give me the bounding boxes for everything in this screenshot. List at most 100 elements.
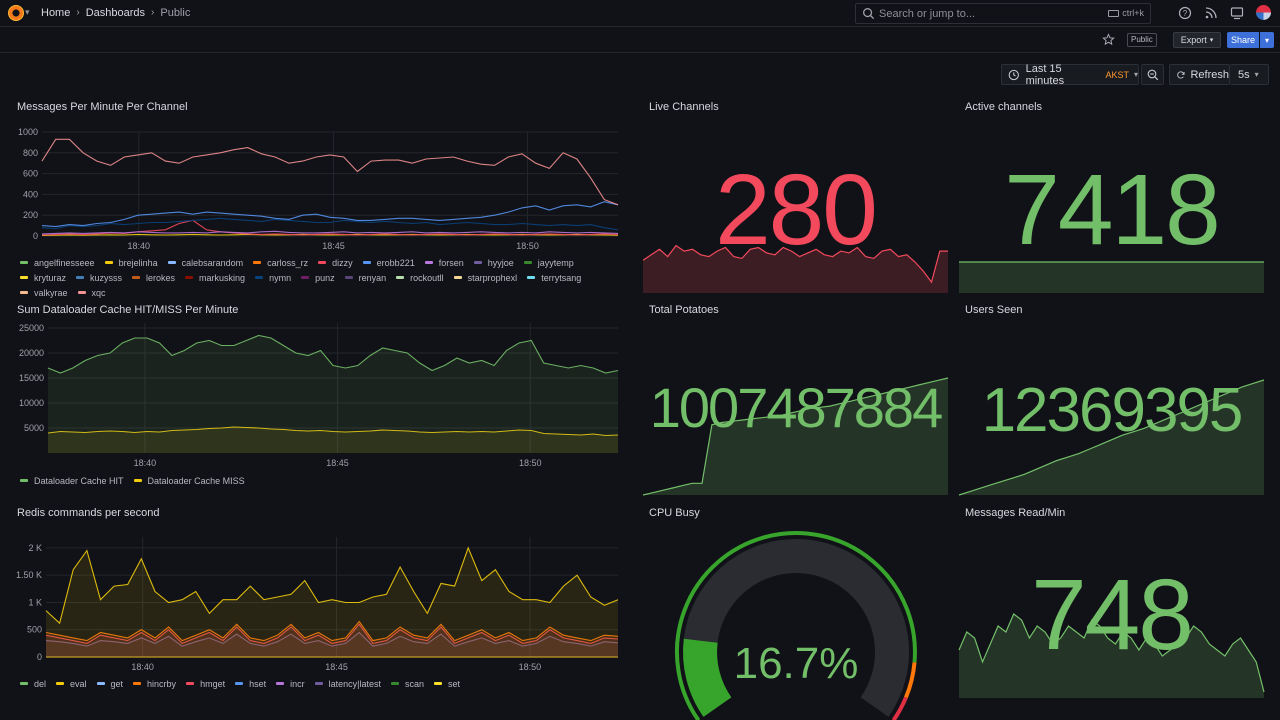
- legend-item[interactable]: dizzy: [318, 255, 353, 270]
- legend-item[interactable]: starprophexl: [453, 270, 517, 285]
- share-dropdown-chevron-icon[interactable]: ▾: [1260, 32, 1274, 48]
- legend-swatch: [255, 276, 264, 279]
- legend-swatch: [56, 682, 65, 685]
- legend-swatch: [390, 682, 399, 685]
- legend-item[interactable]: hset: [235, 676, 266, 691]
- y-tick-label: 1 K: [28, 597, 42, 607]
- legend-item[interactable]: renyan: [344, 270, 386, 285]
- legend-item[interactable]: kuzysss: [76, 270, 122, 285]
- time-range-label: Last 15 minutes: [1025, 62, 1065, 87]
- legend-item[interactable]: forsen: [424, 255, 464, 270]
- stat-value: 1007487884: [649, 376, 943, 439]
- panel-title: Messages Read/Min: [965, 507, 1066, 519]
- user-avatar[interactable]: [1256, 5, 1271, 20]
- legend-swatch: [253, 261, 262, 264]
- legend-item[interactable]: angelfinesseee: [20, 255, 95, 270]
- chart-legend: angelfinesseee brejelinha calebsarandom car…: [20, 255, 620, 300]
- legend-label: erobb221: [376, 257, 415, 268]
- legend-item[interactable]: del: [20, 676, 46, 691]
- panel-title: Total Potatoes: [649, 304, 719, 316]
- legend-item[interactable]: get: [96, 676, 124, 691]
- breadcrumb-separator-icon: ›: [151, 7, 155, 18]
- star-icon[interactable]: [1102, 33, 1115, 46]
- help-icon[interactable]: ?: [1178, 6, 1192, 20]
- x-tick-label: 18:45: [325, 662, 348, 672]
- legend-item[interactable]: valkyrae: [20, 285, 68, 300]
- gauge-track: [683, 538, 909, 717]
- legend-item[interactable]: erobb221: [362, 255, 415, 270]
- legend-item[interactable]: hincrby: [133, 676, 176, 691]
- sparkline-area: [959, 262, 1264, 293]
- legend-swatch: [301, 276, 310, 279]
- search-input[interactable]: Search or jump to... ctrl+k: [855, 3, 1151, 24]
- legend-swatch: [314, 682, 323, 685]
- legend-item[interactable]: hmget: [186, 676, 225, 691]
- legend-item[interactable]: lerokes: [132, 270, 175, 285]
- legend-item[interactable]: latency|latest: [314, 676, 381, 691]
- series-area: [46, 547, 618, 657]
- legend-item[interactable]: nymn: [255, 270, 291, 285]
- legend-swatch: [20, 291, 28, 294]
- legend-item[interactable]: kryturaz: [20, 270, 66, 285]
- chevron-down-icon: ▾: [1133, 70, 1138, 79]
- y-tick-label: 800: [23, 148, 38, 158]
- share-button[interactable]: Share: [1227, 32, 1259, 48]
- gauge-threshold-green: [674, 531, 917, 720]
- zoom-out-button[interactable]: [1141, 64, 1164, 85]
- sparkline-line: [642, 377, 949, 496]
- series-line: [45, 546, 619, 625]
- legend-swatch: [235, 682, 244, 685]
- series-line: [45, 623, 619, 645]
- refresh-interval-select[interactable]: 5s ▾: [1230, 64, 1269, 85]
- legend-label: get: [110, 678, 124, 689]
- panel-title: Active channels: [965, 101, 1043, 113]
- legend-label: nymn: [269, 272, 292, 283]
- legend-item[interactable]: eval: [56, 676, 87, 691]
- shortcut-label: ctrl+k: [1122, 8, 1144, 18]
- legend-item[interactable]: Dataloader Cache HIT: [20, 473, 124, 488]
- grafana-logo-icon[interactable]: [8, 5, 24, 21]
- legend-item[interactable]: Dataloader Cache MISS: [133, 473, 245, 488]
- series-area: [46, 624, 618, 657]
- legend-item[interactable]: incr: [276, 676, 305, 691]
- sparkline-area: [643, 378, 948, 495]
- legend-item[interactable]: xqc: [77, 285, 106, 300]
- legend-item[interactable]: jayytemp: [523, 255, 574, 270]
- export-button[interactable]: Export ▾: [1173, 32, 1221, 48]
- legend-swatch: [133, 479, 142, 482]
- legend-swatch: [96, 682, 105, 685]
- menu-chevron-icon[interactable]: ▾: [25, 7, 30, 17]
- series-line: [45, 631, 619, 647]
- legend-item[interactable]: rockoutll: [396, 270, 444, 285]
- y-tick-label: 500: [27, 625, 42, 635]
- legend-item[interactable]: punz: [301, 270, 335, 285]
- legend-item[interactable]: scan: [390, 676, 424, 691]
- y-tick-label: 20000: [19, 348, 44, 358]
- legend-item[interactable]: terrytsang: [527, 270, 581, 285]
- chevron-down-icon: ▾: [1209, 37, 1214, 44]
- time-range-picker[interactable]: Last 15 minutes AKST ▾: [1001, 62, 1139, 87]
- legend-item[interactable]: brejelinha: [104, 255, 158, 270]
- legend-item[interactable]: set: [434, 676, 460, 691]
- legend-item[interactable]: calebsarandom: [167, 255, 243, 270]
- legend-swatch: [473, 261, 482, 264]
- timezone-label: AKST: [1105, 69, 1129, 80]
- breadcrumb-home[interactable]: Home: [41, 7, 71, 19]
- legend-item[interactable]: hyyjoe: [473, 255, 514, 270]
- legend-label: hset: [249, 678, 267, 689]
- legend-swatch: [77, 291, 86, 294]
- x-tick-label: 18:45: [326, 458, 349, 468]
- breadcrumb-dashboards[interactable]: Dashboards: [85, 7, 146, 19]
- x-tick-label: 18:45: [322, 241, 345, 251]
- legend-item[interactable]: carloss_rz: [253, 255, 308, 270]
- legend-label: kuzysss: [90, 272, 123, 283]
- y-tick-label: 1000: [18, 127, 38, 137]
- kiosk-monitor-icon[interactable]: [1230, 6, 1244, 20]
- legend-item[interactable]: markusking: [185, 270, 245, 285]
- panel-title: CPU Busy: [649, 507, 700, 519]
- rss-news-icon[interactable]: [1204, 6, 1218, 20]
- refresh-button[interactable]: Refresh: [1169, 64, 1230, 85]
- legend-swatch: [20, 261, 28, 264]
- search-icon: [863, 8, 875, 20]
